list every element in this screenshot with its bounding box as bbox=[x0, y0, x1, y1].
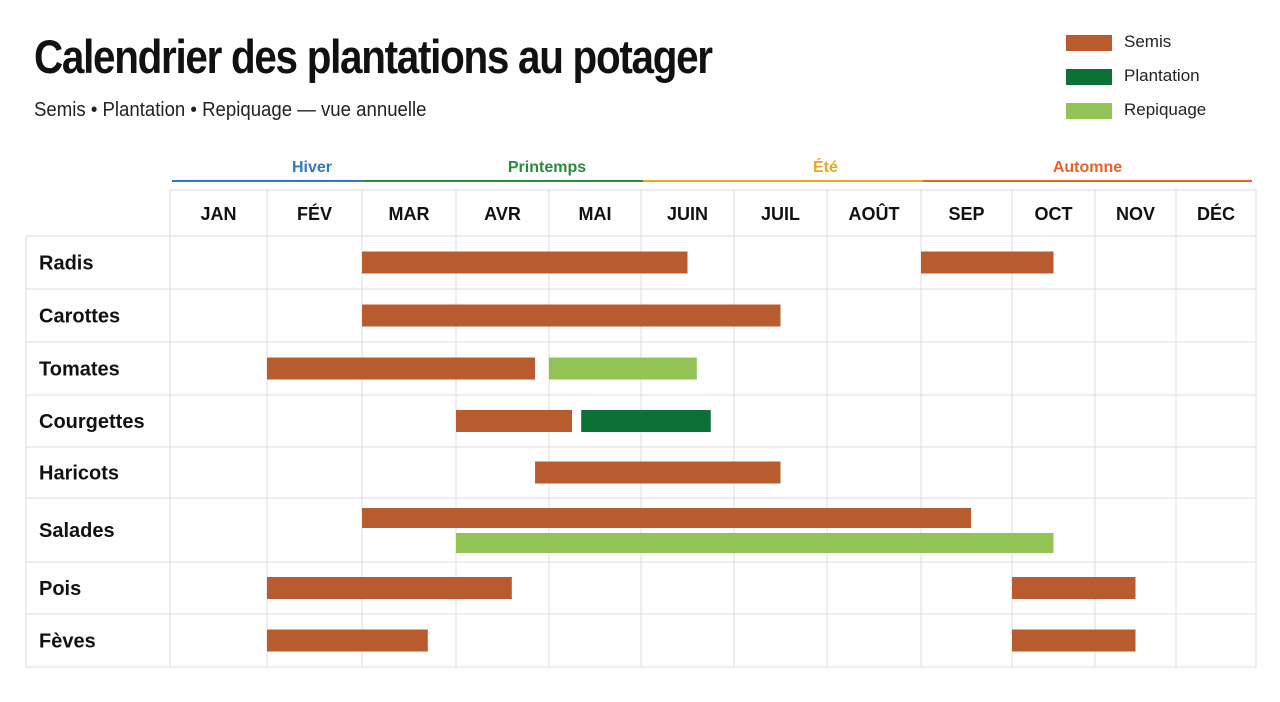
bar-salades-semis-0 bbox=[362, 508, 972, 528]
month-label-juil: JUIL bbox=[761, 204, 800, 224]
legend-swatch-repiquage bbox=[1066, 103, 1112, 119]
bar-carottes-semis-0 bbox=[362, 304, 781, 327]
crop-label-tomates: Tomates bbox=[39, 359, 120, 381]
crop-label-carottes: Carottes bbox=[39, 306, 120, 328]
month-label-aout: AOÛT bbox=[849, 203, 900, 224]
season-label-printemps: Printemps bbox=[508, 159, 586, 176]
bar-radis-semis-0 bbox=[362, 251, 688, 274]
crop-label-haricots: Haricots bbox=[39, 463, 119, 485]
legend-label-repiquage: Repiquage bbox=[1124, 100, 1207, 119]
bar-courgettes-semis-0 bbox=[456, 410, 572, 432]
bar-tomates-semis-0 bbox=[267, 357, 536, 380]
season-label-automne: Automne bbox=[1053, 159, 1122, 176]
bar-courgettes-plantation-1 bbox=[581, 410, 711, 432]
crop-label-radis: Radis bbox=[39, 253, 93, 275]
legend-swatch-plantation bbox=[1066, 69, 1112, 85]
month-label-jan: JAN bbox=[200, 204, 236, 224]
bar-pois-semis-1 bbox=[1012, 577, 1136, 599]
bar-haricots-semis-0 bbox=[535, 461, 781, 484]
crop-label-pois: Pois bbox=[39, 578, 81, 600]
bar-pois-semis-0 bbox=[267, 577, 512, 599]
bar-salades-repiquage-1 bbox=[456, 533, 1054, 553]
crop-label-feves: Fèves bbox=[39, 631, 96, 653]
month-label-sep: SEP bbox=[948, 204, 984, 224]
legend-label-semis: Semis bbox=[1124, 32, 1172, 51]
season-label-ete: Été bbox=[813, 157, 838, 176]
crop-label-courgettes: Courgettes bbox=[39, 411, 145, 433]
bar-tomates-repiquage-1 bbox=[549, 357, 697, 380]
chart-subtitle: Semis • Plantation • Repiquage — vue ann… bbox=[34, 99, 427, 121]
month-label-dec: DÉC bbox=[1197, 203, 1235, 224]
legend-swatch-semis bbox=[1066, 35, 1112, 51]
month-label-avr: AVR bbox=[484, 204, 521, 224]
legend-label-plantation: Plantation bbox=[1124, 66, 1200, 85]
crop-label-salades: Salades bbox=[39, 520, 115, 542]
bar-feves-semis-0 bbox=[267, 629, 428, 652]
month-label-juin: JUIN bbox=[667, 204, 708, 224]
month-label-fev: FÉV bbox=[297, 203, 332, 224]
month-label-mar: MAR bbox=[389, 204, 430, 224]
month-label-nov: NOV bbox=[1116, 204, 1155, 224]
month-label-mai: MAI bbox=[579, 204, 612, 224]
bar-radis-semis-1 bbox=[921, 251, 1054, 274]
bar-feves-semis-1 bbox=[1012, 629, 1136, 652]
chart-title: Calendrier des plantations au potager bbox=[34, 30, 713, 83]
season-label-hiver: Hiver bbox=[292, 159, 332, 176]
month-label-oct: OCT bbox=[1035, 204, 1073, 224]
